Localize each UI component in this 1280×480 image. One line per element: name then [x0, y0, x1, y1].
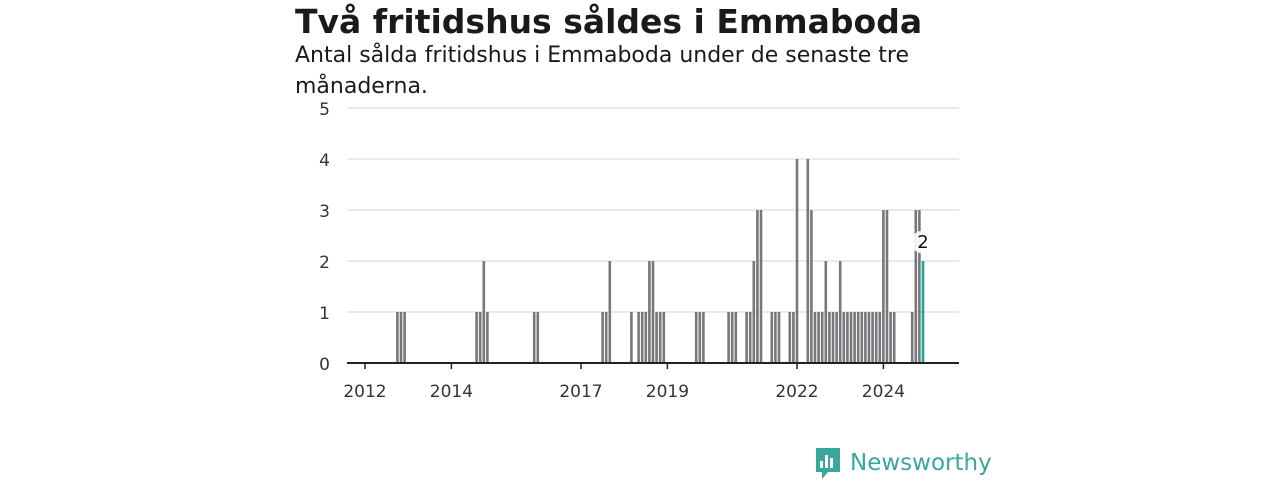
- bar: [820, 312, 824, 363]
- bar: [910, 312, 914, 363]
- bar: [536, 312, 540, 363]
- bar: [813, 312, 817, 363]
- chart-subtitle: Antal sålda fritidshus i Emmaboda under …: [295, 43, 910, 99]
- x-tick-label: 2014: [430, 382, 473, 402]
- bar: [914, 210, 918, 363]
- bar: [478, 312, 482, 363]
- bar: [745, 312, 748, 363]
- highlight-annotation: 2: [913, 231, 933, 253]
- bar: [892, 312, 896, 363]
- bar-series: [396, 159, 925, 363]
- y-tick-labels: 0 1 2 3 4 5: [319, 100, 330, 375]
- bar: [759, 210, 763, 363]
- bar: [604, 312, 608, 363]
- bar: [918, 210, 921, 363]
- x-tick-label: 2017: [559, 382, 602, 402]
- y-tick-label: 1: [319, 304, 330, 324]
- bar: [658, 312, 662, 363]
- bar: [878, 312, 882, 363]
- bar: [399, 312, 403, 363]
- bar: [752, 261, 756, 363]
- x-tick-label: 2022: [775, 382, 818, 402]
- bar: [601, 312, 604, 363]
- bar: [630, 312, 633, 363]
- bar: [396, 312, 399, 363]
- bar: [849, 312, 853, 363]
- bar: [806, 159, 810, 363]
- bar: [662, 312, 666, 363]
- bar: [702, 312, 705, 363]
- bar: [853, 312, 856, 363]
- bar: [885, 210, 889, 363]
- x-tick-label: 2024: [862, 382, 905, 402]
- bar: [810, 210, 813, 363]
- newsworthy-logo-icon: [816, 448, 840, 479]
- bar: [828, 312, 831, 363]
- x-tick-labels: 2012 2014 2017 2019 2022 2024: [343, 363, 905, 402]
- bar: [730, 312, 734, 363]
- bar: [655, 312, 658, 363]
- bar: [846, 312, 849, 363]
- y-tick-label: 4: [319, 151, 330, 171]
- bar: [871, 312, 874, 363]
- bar: [608, 261, 612, 363]
- bar: [482, 261, 486, 363]
- bar: [727, 312, 730, 363]
- bar: [748, 312, 752, 363]
- bar: [889, 312, 892, 363]
- bar: [734, 312, 738, 363]
- brand-name: Newsworthy: [850, 450, 992, 476]
- bar: [856, 312, 860, 363]
- bar: [777, 312, 781, 363]
- bar: [640, 312, 644, 363]
- y-tick-label: 5: [319, 100, 330, 120]
- bar: [756, 210, 759, 363]
- bar: [792, 312, 795, 363]
- bar: [864, 312, 867, 363]
- bar: [842, 312, 846, 363]
- bar: [788, 312, 792, 363]
- highlight-bar: [921, 261, 925, 363]
- bar: [835, 312, 838, 363]
- bar: [694, 312, 698, 363]
- bar: [795, 159, 799, 363]
- bar: [486, 312, 489, 363]
- bar: [874, 312, 878, 363]
- bar: [698, 312, 702, 363]
- bar: [867, 312, 871, 363]
- logo-bar-2: [825, 455, 828, 468]
- bar: [403, 312, 406, 363]
- bar: [824, 261, 828, 363]
- highlight-label-bg: [913, 231, 933, 253]
- y-tick-label: 3: [319, 202, 330, 222]
- bar: [882, 210, 885, 363]
- brand-logo: Newsworthy: [814, 446, 992, 480]
- logo-bar-3: [830, 458, 833, 468]
- bar: [860, 312, 864, 363]
- chart-title: Två fritidshus såldes i Emmaboda: [295, 2, 923, 41]
- bar: [651, 261, 655, 363]
- bar: [532, 312, 536, 363]
- y-tick-label: 0: [319, 355, 330, 375]
- x-tick-label: 2012: [343, 382, 386, 402]
- bar: [637, 312, 640, 363]
- bar: [475, 312, 478, 363]
- bar: [648, 261, 651, 363]
- bar: [774, 312, 777, 363]
- bar: [770, 312, 774, 363]
- bar: [838, 261, 842, 363]
- x-tick-label: 2019: [646, 382, 689, 402]
- bar: [817, 312, 820, 363]
- highlight-label: 2: [917, 232, 928, 253]
- logo-bar-1: [820, 461, 823, 468]
- y-tick-label: 2: [319, 253, 330, 273]
- bar: [831, 312, 835, 363]
- bar: [644, 312, 648, 363]
